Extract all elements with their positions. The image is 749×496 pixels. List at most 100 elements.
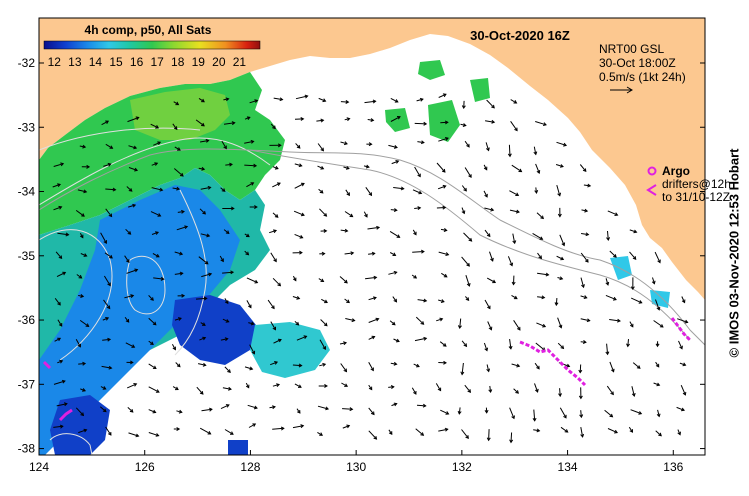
current-arrow-head xyxy=(345,99,350,104)
current-arrow-head xyxy=(254,279,259,284)
current-arrow xyxy=(489,385,492,393)
current-arrow xyxy=(174,146,181,151)
current-arrow xyxy=(249,344,255,355)
current-arrow xyxy=(417,299,427,302)
current-arrow-head xyxy=(445,252,450,256)
current-arrow-head xyxy=(155,125,160,129)
current-arrow-head xyxy=(516,326,521,331)
current-arrow-head xyxy=(221,188,226,192)
current-arrow xyxy=(54,337,61,342)
argo-label: Argo xyxy=(662,164,690,178)
current-arrow-head xyxy=(322,362,327,367)
current-arrow xyxy=(487,321,492,330)
current-arrow xyxy=(630,409,642,415)
current-arrow-head xyxy=(304,94,309,99)
current-arrow xyxy=(438,428,448,432)
current-arrow xyxy=(604,409,613,418)
current-arrow-head xyxy=(444,427,449,432)
current-arrow-head xyxy=(157,213,162,217)
colorbar-tick-label: 18 xyxy=(171,55,185,69)
current-arrow-head xyxy=(582,168,587,173)
current-arrow xyxy=(244,366,253,370)
current-arrow-head xyxy=(490,207,495,212)
current-arrow xyxy=(125,228,131,235)
current-arrow xyxy=(681,296,686,303)
current-arrow-head xyxy=(130,294,135,298)
current-arrow-head xyxy=(376,225,381,230)
current-arrow xyxy=(99,406,107,412)
current-arrow xyxy=(510,432,513,443)
current-arrow-head xyxy=(296,409,301,414)
current-arrow-head xyxy=(559,164,564,168)
current-arrow-head xyxy=(631,392,636,397)
current-arrow-head xyxy=(323,322,328,327)
current-arrow-head xyxy=(437,387,442,392)
current-arrow xyxy=(556,141,567,146)
current-arrow xyxy=(509,190,519,196)
current-arrow-head xyxy=(349,213,354,218)
current-arrow-head xyxy=(207,431,212,435)
current-arrow-head xyxy=(172,346,176,351)
current-arrow-head xyxy=(253,163,258,168)
current-arrow-head xyxy=(413,275,418,279)
current-arrow-head xyxy=(413,390,417,395)
current-arrow-head xyxy=(224,300,229,305)
current-arrow xyxy=(533,409,536,421)
sst-patch-4 xyxy=(470,78,490,102)
current-arrow xyxy=(294,383,302,388)
current-arrow-head xyxy=(368,192,373,197)
current-arrow-head xyxy=(677,431,681,436)
current-arrow-head xyxy=(656,382,661,387)
current-arrow-head xyxy=(393,402,398,407)
current-arrow-head xyxy=(514,127,518,132)
current-arrow-head xyxy=(176,427,181,432)
current-arrow xyxy=(296,335,307,341)
current-arrow-head xyxy=(368,142,373,147)
current-arrow xyxy=(607,230,609,241)
current-arrow xyxy=(173,168,184,177)
current-arrow-head xyxy=(343,368,348,373)
colorbar-tick-label: 15 xyxy=(109,55,123,69)
current-arrow-head xyxy=(279,97,284,102)
current-arrow xyxy=(151,231,159,235)
current-arrow-head xyxy=(325,406,330,411)
current-arrow xyxy=(103,299,111,309)
current-arrow xyxy=(78,363,86,365)
current-arrow-head xyxy=(418,190,423,195)
current-arrow xyxy=(533,429,540,432)
current-arrow-head xyxy=(423,336,428,341)
current-arrow xyxy=(148,386,160,393)
current-arrow-head xyxy=(370,367,374,372)
current-arrow-head xyxy=(609,413,614,418)
colorbar-tick-label: 14 xyxy=(89,55,103,69)
current-arrow xyxy=(537,272,549,276)
current-arrow xyxy=(128,432,139,437)
current-arrow-head xyxy=(323,213,328,217)
plot-frame xyxy=(38,17,706,456)
current-arrow xyxy=(345,189,350,196)
current-arrow-head xyxy=(638,411,643,415)
current-arrow xyxy=(416,98,424,102)
current-arrow xyxy=(77,189,87,193)
current-arrow xyxy=(272,427,284,430)
current-arrow xyxy=(579,164,587,172)
current-arrow xyxy=(580,427,584,437)
current-arrow-head xyxy=(488,389,493,394)
current-arrow-head xyxy=(563,414,567,419)
current-arrow xyxy=(340,363,347,372)
current-arrow-head xyxy=(509,262,514,267)
current-arrow xyxy=(579,364,582,373)
current-arrow xyxy=(249,99,258,104)
current-arrow-head xyxy=(655,363,660,368)
current-arrow-head xyxy=(390,385,395,389)
current-arrow xyxy=(509,209,520,213)
current-arrow-head xyxy=(460,371,465,376)
current-arrow xyxy=(484,229,491,237)
colorbar-tick-label: 16 xyxy=(130,55,144,69)
current-arrow xyxy=(365,276,377,280)
current-arrow xyxy=(272,212,279,218)
current-arrow-head xyxy=(419,97,424,102)
current-arrow xyxy=(294,163,302,167)
lat-tick-label: -33 xyxy=(18,120,36,134)
current-arrow-head xyxy=(201,166,206,171)
